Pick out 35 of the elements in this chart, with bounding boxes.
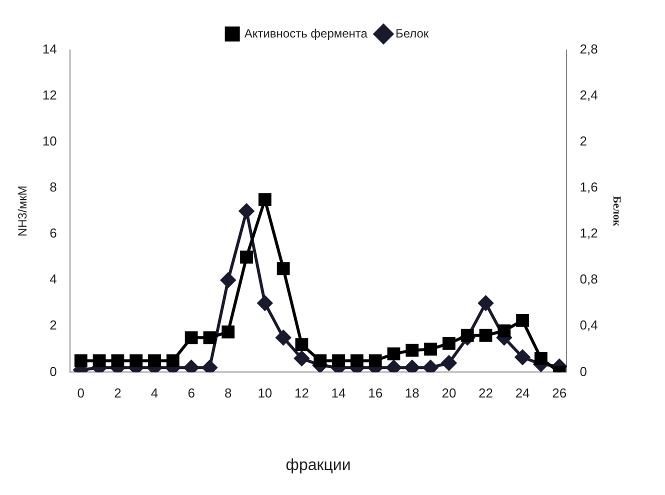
y2-tick-label: 2 [580, 134, 587, 149]
y-tick-label: 2 [50, 318, 57, 333]
x-tick-label: 14 [331, 386, 346, 401]
x-tick-label: 0 [77, 386, 85, 401]
y2-tick-label: 2,4 [580, 88, 598, 103]
y-tick-label: 12 [42, 88, 57, 103]
y2-tick-label: 2,8 [580, 42, 598, 57]
y-tick-label: 4 [50, 272, 57, 287]
x-tick-label: 6 [188, 386, 195, 401]
legend-label: Активность фермента [244, 26, 368, 40]
y-tick-label: 6 [50, 226, 57, 241]
x-tick-label: 26 [552, 386, 567, 401]
x-tick-label: 18 [404, 386, 420, 401]
legend-label: Белок [395, 26, 430, 40]
x-tick-label: 2 [114, 386, 122, 401]
x-tick-label: 16 [368, 386, 383, 401]
y-tick-label: 10 [42, 134, 57, 149]
y-axis-title: NH3/мкМ [16, 186, 30, 237]
y2-tick-label: 1,2 [580, 226, 598, 241]
y-tick-label: 8 [50, 180, 57, 195]
x-tick-label: 12 [294, 386, 309, 401]
x-tick-label: 4 [150, 386, 158, 401]
y2-tick-label: 0,4 [580, 318, 598, 333]
y2-tick-label: 0 [580, 364, 587, 379]
x-tick-label: 20 [442, 386, 456, 401]
y2-tick-label: 0,8 [580, 272, 598, 287]
x-tick-label: 10 [258, 386, 272, 401]
x-tick-label: 24 [515, 386, 530, 401]
y-tick-label: 14 [42, 42, 57, 57]
x-tick-label: 8 [224, 386, 232, 401]
y2-tick-label: 1,6 [580, 180, 598, 195]
x-tick-label: 22 [478, 386, 493, 401]
x-axis-title: фракции [286, 456, 351, 474]
y-tick-label: 0 [50, 364, 57, 379]
y2-axis-title: Белок [610, 196, 623, 227]
